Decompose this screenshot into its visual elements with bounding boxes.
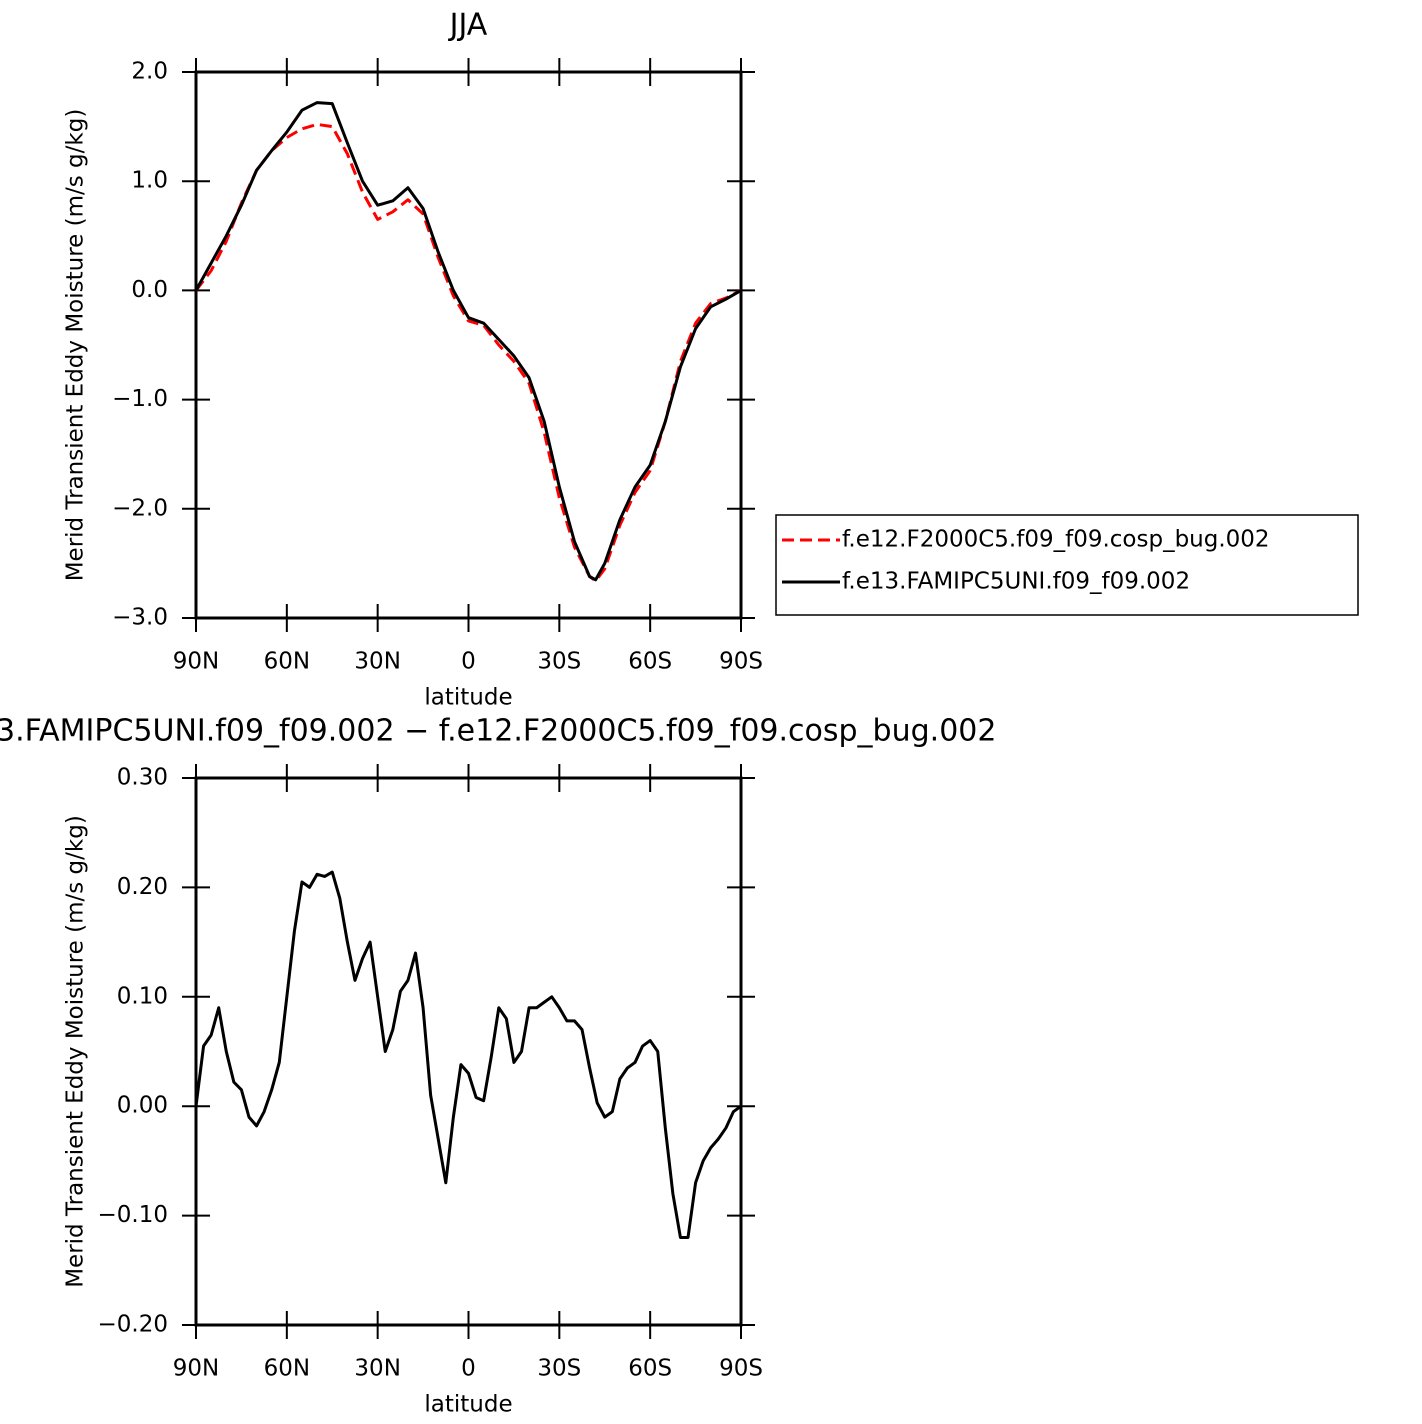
- legend-box: [775, 514, 1359, 616]
- y-tick-label: 0.30: [117, 765, 168, 791]
- x-tick-label: 60S: [628, 649, 672, 675]
- data-line: [194, 122, 742, 583]
- x-axis-label: latitude: [424, 685, 512, 711]
- data-line: [194, 101, 742, 582]
- y-tick-label: −1.0: [112, 386, 168, 412]
- x-tick-label: 60N: [264, 649, 310, 675]
- chart-title: f.e13.FAMIPC5UNI.f09_f09.002 − f.e12.F20…: [0, 714, 996, 749]
- plot-frame: [194, 70, 743, 620]
- y-tick-label: 0.0: [131, 277, 168, 303]
- y-tick-label: 1.0: [131, 168, 168, 194]
- y-tick-label: 0.20: [117, 874, 168, 900]
- y-axis-label: Merid Transient Eddy Moisture (m/s g/kg): [63, 815, 89, 1288]
- y-tick-label: 0.10: [117, 983, 168, 1009]
- y-axis-label: Merid Transient Eddy Moisture (m/s g/kg): [63, 109, 89, 582]
- x-tick-label: 90S: [719, 1356, 763, 1382]
- x-tick-label: 30S: [537, 649, 581, 675]
- chart-title: JJA: [448, 8, 488, 43]
- y-tick-label: −2.0: [112, 495, 168, 521]
- y-tick-label: −0.10: [98, 1202, 168, 1228]
- x-tick-label: 60N: [264, 1356, 310, 1382]
- x-tick-label: 90N: [173, 649, 219, 675]
- x-tick-label: 30N: [354, 649, 400, 675]
- plot-frame: [194, 776, 743, 1327]
- x-tick-label: 0: [461, 1356, 476, 1382]
- y-tick-label: −3.0: [112, 605, 168, 631]
- x-tick-label: 90S: [719, 649, 763, 675]
- x-tick-label: 90N: [173, 1356, 219, 1382]
- y-tick-label: 2.0: [131, 59, 168, 85]
- legend-label: f.e13.FAMIPC5UNI.f09_f09.002: [842, 569, 1190, 595]
- y-tick-label: 0.00: [117, 1093, 168, 1119]
- data-line: [194, 870, 742, 1239]
- x-tick-label: 30N: [354, 1356, 400, 1382]
- x-tick-label: 0: [461, 649, 476, 675]
- legend-label: f.e12.F2000C5.f09_f09.cosp_bug.002: [842, 527, 1270, 553]
- y-tick-label: −0.20: [98, 1312, 168, 1338]
- x-tick-label: 60S: [628, 1356, 672, 1382]
- x-axis-label: latitude: [424, 1392, 512, 1418]
- x-tick-label: 30S: [537, 1356, 581, 1382]
